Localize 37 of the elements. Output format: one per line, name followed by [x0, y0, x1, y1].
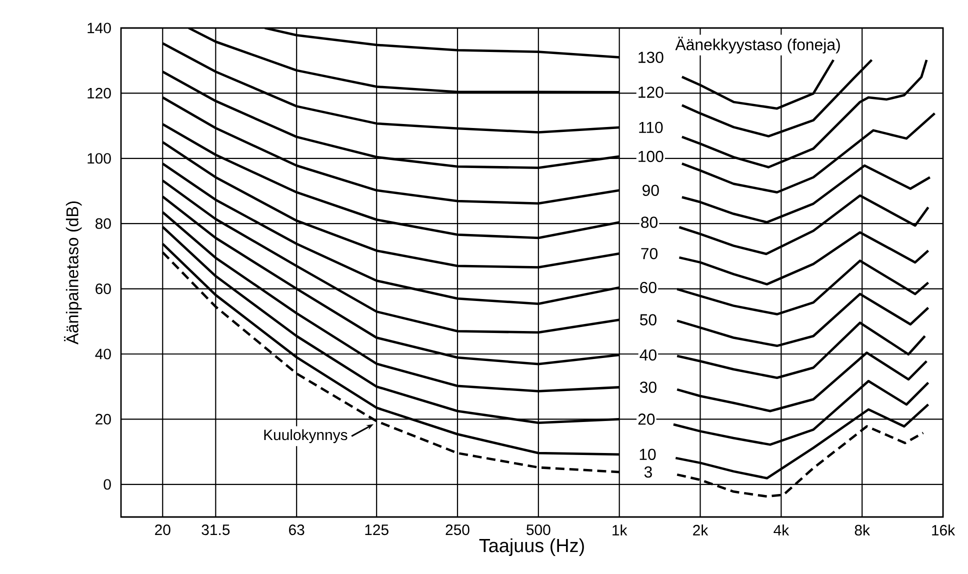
- y-tick-label: 140: [88, 22, 111, 34]
- series-label: 80: [641, 216, 658, 228]
- series-label: 60: [640, 282, 656, 294]
- y-tick-label: 60: [96, 284, 111, 294]
- x-tick-label: 250: [446, 524, 470, 536]
- x-tick-label: 16k: [932, 524, 956, 536]
- x-tick-label: 63: [289, 524, 304, 536]
- x-tick-label: 125: [365, 524, 388, 536]
- y-axis-title: Äänipainetaso (dB): [64, 202, 82, 344]
- y-tick-label: 40: [95, 348, 111, 360]
- series-label: 70: [641, 248, 658, 260]
- series-label: 50: [640, 314, 656, 326]
- series-label: 130: [638, 52, 664, 63]
- series-label: 3: [644, 466, 652, 478]
- y-tick-label: 0: [104, 479, 111, 490]
- series-label: 40: [640, 349, 656, 361]
- series-label: 120: [638, 86, 664, 98]
- y-tick-label: 80: [96, 218, 111, 229]
- x-tick-label: 500: [526, 524, 550, 536]
- series-label: 10: [640, 448, 656, 460]
- y-tick-label: 100: [88, 153, 111, 164]
- x-tick-label: 8k: [854, 524, 870, 536]
- series-label: 90: [642, 184, 659, 196]
- x-tick-label: 2k: [693, 524, 708, 536]
- series-label: 20: [638, 414, 655, 425]
- x-tick-label: 4k: [774, 524, 790, 536]
- series-label: 110: [639, 122, 663, 134]
- y-tick-label: 20: [96, 414, 111, 424]
- series-label: 30: [640, 382, 656, 393]
- y-tick-label: 120: [88, 88, 111, 98]
- legend-title: Äänekkyystaso (foneja): [675, 36, 840, 54]
- x-tick-label: 1k: [612, 524, 628, 536]
- series-label: 100: [638, 150, 664, 162]
- annotation: Kuulokynnys: [264, 429, 348, 444]
- x-tick-label: 31.5: [202, 524, 230, 536]
- x-axis-title: Taajuus (Hz): [479, 538, 584, 556]
- x-tick-label: 20: [155, 524, 170, 536]
